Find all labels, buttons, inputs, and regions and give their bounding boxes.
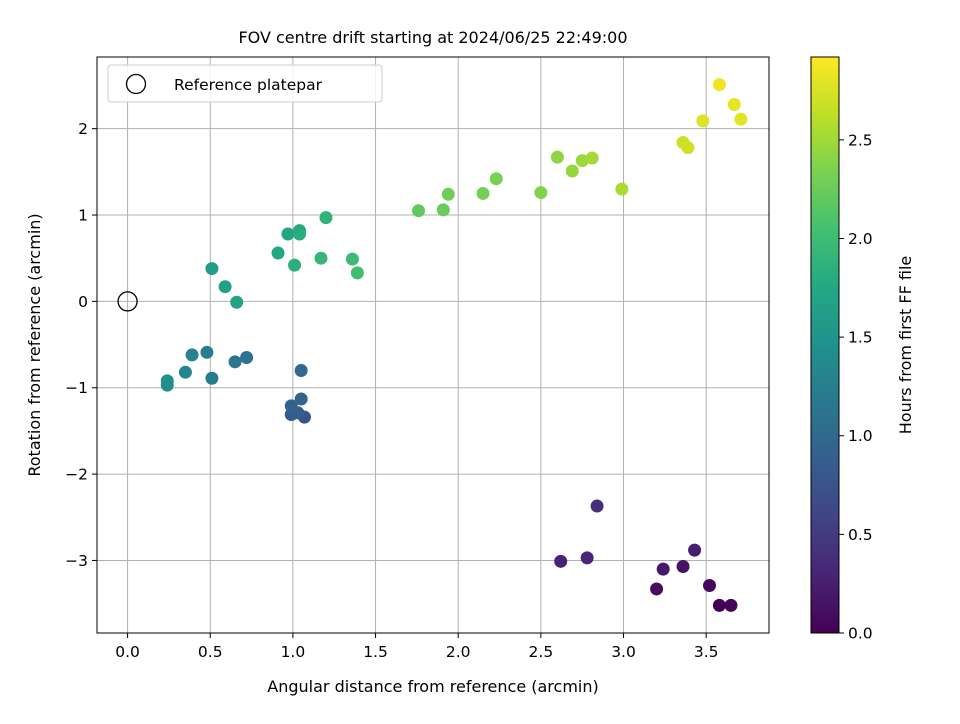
data-point	[160, 374, 174, 388]
colorbar-tick-label: 2.0	[848, 230, 873, 248]
colorbar-tick-label: 1.5	[848, 329, 873, 347]
data-point	[676, 560, 690, 574]
data-point	[200, 345, 214, 359]
y-tick-label: −1	[65, 379, 88, 397]
colorbar-tick-label: 0.0	[848, 625, 873, 643]
y-tick-label: 1	[78, 207, 88, 225]
data-point	[734, 112, 748, 126]
data-point	[727, 97, 741, 111]
data-point	[412, 204, 426, 218]
x-tick-label: 2.5	[529, 643, 554, 661]
plot-frame	[96, 56, 770, 634]
data-point	[185, 348, 199, 362]
data-point	[294, 392, 308, 406]
x-tick-label: 2.0	[446, 643, 471, 661]
y-tick-label: −2	[65, 466, 88, 484]
data-point	[681, 141, 695, 155]
data-point	[580, 551, 594, 565]
data-point	[314, 251, 328, 265]
colorbar-tick-label: 2.5	[848, 131, 873, 149]
colorbar-gradient	[810, 56, 840, 634]
y-tick-label: −3	[65, 552, 88, 570]
grid	[97, 57, 769, 633]
data-point	[585, 151, 599, 165]
data-point	[228, 355, 242, 369]
data-point	[230, 295, 244, 309]
data-point	[534, 186, 548, 200]
data-point	[702, 579, 716, 593]
data-point	[319, 211, 333, 225]
data-point	[293, 227, 307, 241]
data-point	[575, 154, 589, 168]
data-point	[476, 186, 490, 200]
legend-label: Reference platepar	[174, 76, 323, 94]
data-point	[615, 182, 629, 196]
data-point	[441, 187, 455, 201]
colorbar-ticks: 0.0 0.5 1.0 1.5 2.0 2.5	[839, 131, 873, 643]
legend-box	[107, 64, 383, 103]
data-point	[436, 203, 450, 217]
x-tick-label: 3.5	[694, 643, 719, 661]
data-point	[712, 78, 726, 92]
x-tick-label: 1.0	[281, 643, 306, 661]
data-point	[205, 262, 219, 276]
y-axis-label: Rotation from reference (arcmin)	[25, 213, 44, 476]
legend-reference-marker	[125, 73, 147, 95]
x-axis-label: Angular distance from reference (arcmin)	[267, 677, 598, 696]
data-point	[350, 266, 364, 280]
data-point	[178, 365, 192, 379]
data-point	[345, 252, 359, 266]
x-tick-label: 3.0	[611, 643, 636, 661]
data-point	[688, 543, 702, 557]
data-point	[281, 227, 295, 241]
colorbar-tick-label: 0.5	[848, 526, 873, 544]
data-point	[696, 114, 710, 128]
y-axis-ticks: −3 −2 −1 0 1 2	[65, 120, 97, 570]
data-point	[489, 172, 503, 186]
data-point	[554, 554, 568, 568]
x-tick-label: 0.0	[115, 643, 140, 661]
data-point	[284, 399, 298, 413]
colorbar: 0.0 0.5 1.0 1.5 2.0 2.5 Hours from first FF f…	[810, 56, 915, 643]
x-tick-label: 0.5	[198, 643, 223, 661]
data-point	[656, 562, 670, 576]
data-point	[205, 371, 219, 385]
data-point	[712, 598, 726, 612]
data-point	[724, 598, 738, 612]
colorbar-label: Hours from first FF file	[896, 256, 915, 435]
x-axis-ticks: 0.0 0.5 1.0 1.5 2.0 2.5 3.0 3.5	[115, 633, 719, 661]
data-point	[288, 258, 302, 272]
y-tick-label: 2	[78, 120, 88, 138]
data-point	[550, 150, 564, 164]
legend: Reference platepar	[107, 64, 383, 103]
data-point	[294, 363, 308, 377]
reference-platepar-marker	[117, 291, 138, 312]
data-point	[271, 246, 285, 260]
data-points	[117, 78, 748, 612]
data-point	[218, 280, 232, 294]
x-tick-label: 1.5	[363, 643, 388, 661]
data-point	[590, 499, 604, 513]
y-tick-label: 0	[78, 293, 88, 311]
chart-title: FOV centre drift starting at 2024/06/25 …	[238, 28, 627, 47]
data-point	[240, 351, 254, 365]
colorbar-tick-label: 1.0	[848, 427, 873, 445]
data-point	[650, 582, 664, 596]
data-point	[565, 164, 579, 178]
